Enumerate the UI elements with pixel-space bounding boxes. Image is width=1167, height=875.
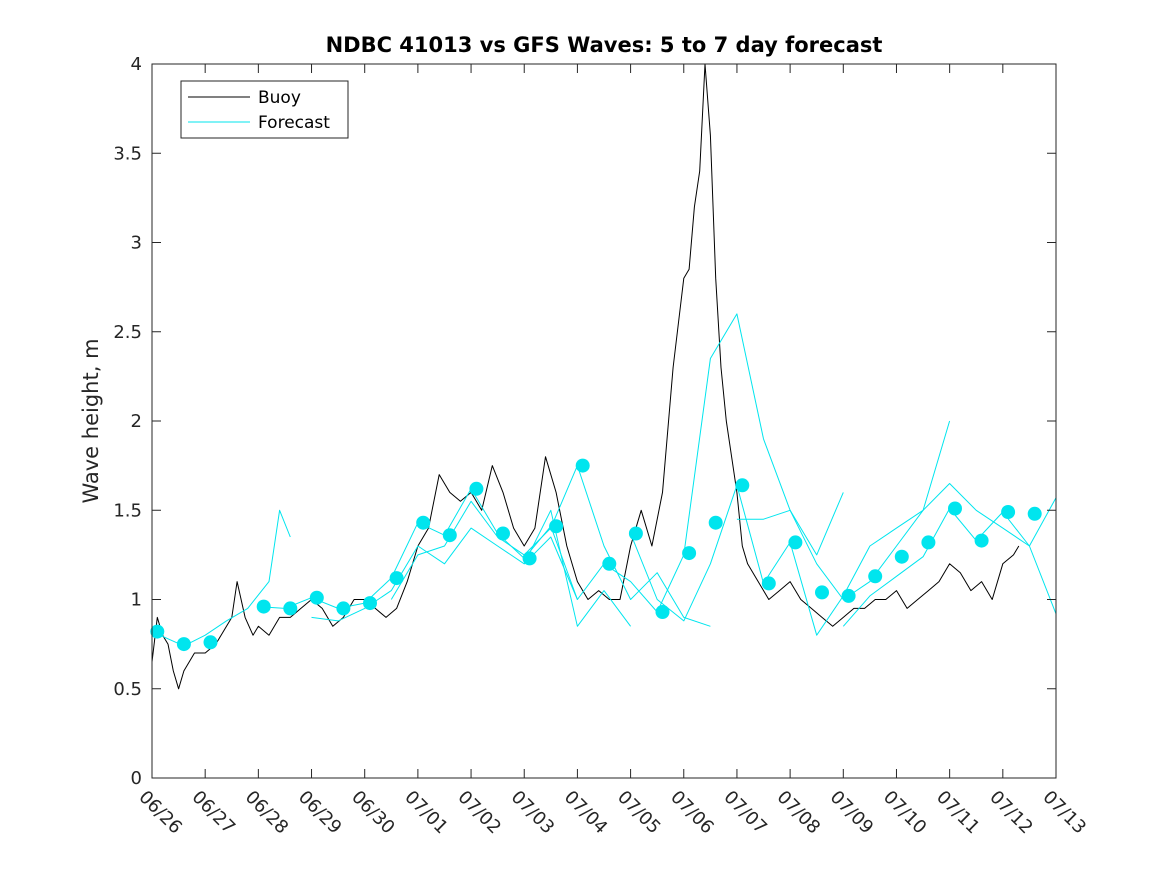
series-line-forecast-1 xyxy=(151,509,291,647)
forecast-marker xyxy=(921,535,936,550)
forecast-marker xyxy=(602,556,617,571)
legend-label-buoy: Buoy xyxy=(258,88,301,108)
y-tick-label: 1 xyxy=(131,590,142,611)
y-tick-label: 1.5 xyxy=(113,500,142,521)
forecast-marker xyxy=(283,601,298,616)
forecast-marker xyxy=(1001,505,1016,519)
series-layer xyxy=(150,63,1057,690)
forecast-marker xyxy=(761,576,776,591)
forecast-marker xyxy=(416,515,431,530)
forecast-marker xyxy=(203,635,218,650)
forecast-marker xyxy=(496,526,510,541)
forecast-marker xyxy=(150,624,165,639)
y-tick-label: 4 xyxy=(131,54,142,75)
y-tick-label: 0 xyxy=(131,768,142,789)
forecast-marker xyxy=(682,546,697,561)
forecast-marker xyxy=(841,588,856,603)
forecast-marker xyxy=(735,478,750,493)
forecast-marker xyxy=(176,637,191,652)
forecast-marker xyxy=(256,599,271,614)
forecast-marker xyxy=(815,585,829,600)
y-axis-label: Wave height, m xyxy=(79,338,103,503)
y-tick-label: 2 xyxy=(131,411,142,432)
forecast-marker xyxy=(868,569,883,584)
plot-area xyxy=(152,64,1056,778)
forecast-marker xyxy=(655,605,670,619)
y-tick-label: 2.5 xyxy=(113,322,142,343)
forecast-marker xyxy=(708,515,723,530)
forecast-marker xyxy=(575,458,590,473)
y-tick-label: 3 xyxy=(131,233,142,254)
forecast-marker xyxy=(948,501,962,516)
series-line-forecast-3 xyxy=(311,509,632,627)
forecast-marker xyxy=(363,596,377,611)
y-tick-label: 3.5 xyxy=(113,143,142,164)
forecast-marker xyxy=(1027,506,1042,521)
chart-title: NDBC 41013 vs GFS Waves: 5 to 7 day fore… xyxy=(326,33,883,57)
forecast-marker xyxy=(549,519,564,534)
forecast-marker xyxy=(309,590,324,605)
forecast-marker xyxy=(389,571,404,586)
series-line-forecast-7 xyxy=(736,483,1057,600)
forecast-marker xyxy=(442,528,457,543)
legend-box xyxy=(180,80,349,139)
forecast-marker xyxy=(628,526,643,541)
forecast-marker xyxy=(336,601,351,616)
forecast-marker xyxy=(974,533,989,548)
legend: Buoy Forecast xyxy=(180,80,349,139)
forecast-marker xyxy=(894,549,909,564)
legend-label-forecast: Forecast xyxy=(258,113,330,133)
forecast-marker xyxy=(469,481,484,496)
forecast-marker xyxy=(522,551,537,566)
forecast-marker xyxy=(788,535,803,550)
y-tick-label: 0.5 xyxy=(113,679,142,700)
